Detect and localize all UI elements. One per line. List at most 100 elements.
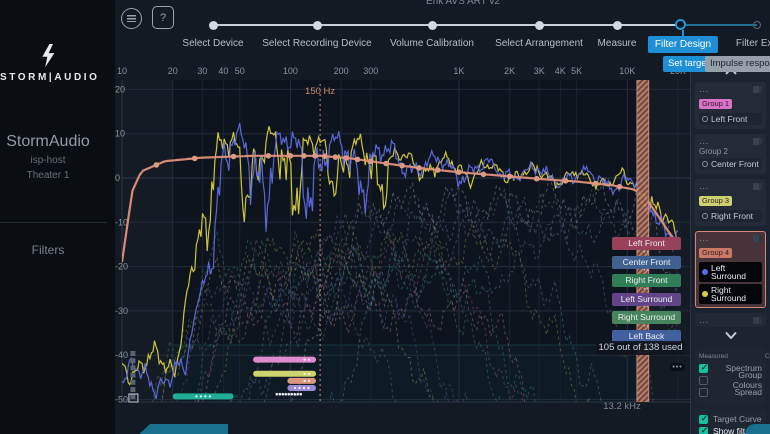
- group-menu-icon[interactable]: ...: [699, 314, 709, 326]
- checkbox-group-colours[interactable]: [699, 375, 708, 385]
- target-control-point[interactable]: [301, 153, 307, 159]
- group-channel-item[interactable]: Left Surround: [699, 262, 762, 282]
- filter-band-bars[interactable]: [172, 356, 317, 400]
- target-control-point[interactable]: [368, 158, 374, 165]
- step-label-measure[interactable]: Measure: [597, 38, 637, 49]
- help-button[interactable]: ?: [152, 6, 174, 29]
- channel-chip-center-front[interactable]: Center Front: [612, 255, 681, 269]
- target-control-point[interactable]: [416, 165, 422, 171]
- target-control-point[interactable]: [343, 155, 350, 161]
- svg-text:4K: 4K: [555, 66, 566, 76]
- group-channel-item[interactable]: Right Surround: [699, 284, 762, 304]
- option-row-spread[interactable]: Spread: [699, 386, 762, 398]
- target-control-point[interactable]: [383, 160, 389, 167]
- svg-text:200: 200: [334, 66, 349, 76]
- target-control-point[interactable]: [562, 178, 569, 184]
- target-control-point[interactable]: [506, 173, 513, 180]
- step-node-done[interactable]: [312, 20, 322, 30]
- svg-text:-40: -40: [115, 350, 128, 360]
- step-label-filter-exp[interactable]: Filter Exp: [735, 38, 770, 49]
- option-row-group-colours[interactable]: Group Colours: [699, 370, 762, 390]
- group-menu-icon[interactable]: ...: [699, 135, 709, 147]
- group-card-partial[interactable]: ...: [695, 313, 766, 327]
- menu-button[interactable]: [121, 8, 142, 29]
- bottom-left-button[interactable]: [135, 424, 228, 434]
- step-node-done[interactable]: [534, 20, 544, 30]
- group-menu-icon[interactable]: ...: [699, 180, 709, 192]
- step-label-volume-calibration[interactable]: Volume Calibration: [390, 38, 474, 49]
- channel-chip-left-front[interactable]: Left Front: [612, 237, 681, 250]
- subtab-set-target[interactable]: Set target: [663, 56, 715, 72]
- frequency-cursor[interactable]: 150 Hz: [305, 84, 335, 402]
- group-menu-icon[interactable]: ...: [699, 232, 709, 244]
- group-type-icon: [753, 234, 762, 242]
- target-control-point[interactable]: [230, 153, 237, 160]
- target-control-point[interactable]: [265, 153, 272, 159]
- option-row-spectrum[interactable]: Spectrum: [699, 362, 762, 374]
- svg-text:-20: -20: [115, 262, 128, 272]
- step-label-select-device[interactable]: Select Device: [182, 38, 244, 49]
- step-node-done[interactable]: [612, 20, 622, 30]
- checkbox-show-filters[interactable]: [699, 426, 708, 434]
- target-control-point[interactable]: [616, 183, 623, 190]
- target-curve[interactable]: [122, 153, 679, 263]
- group-name-chip[interactable]: Group 3: [699, 196, 733, 206]
- channel-chip-left-surround[interactable]: Left Surround: [612, 292, 681, 306]
- group-menu-icon[interactable]: ...: [699, 83, 709, 95]
- sidebar: STORM|AUDIO StormAudio isp-host Theater …: [0, 0, 115, 434]
- svg-text:30: 30: [197, 66, 207, 76]
- channel-chip-left-back[interactable]: Left Back: [612, 329, 681, 343]
- bottom-right-button[interactable]: [745, 424, 770, 434]
- group-name-label: Group 2: [699, 147, 728, 156]
- step-node-done[interactable]: [427, 20, 437, 30]
- step-node-upcoming[interactable]: [752, 20, 761, 29]
- target-control-point[interactable]: [153, 162, 160, 168]
- option-row-show-filters[interactable]: Show filters: [699, 425, 762, 434]
- group-card-group-3[interactable]: ... Group 3 Right Front: [695, 179, 766, 226]
- target-control-point[interactable]: [480, 171, 487, 178]
- group-card-group-4[interactable]: ... Group 4 Left Surround Right Surround: [695, 231, 766, 308]
- target-control-point[interactable]: [312, 153, 318, 159]
- channel-item-label: Right Front: [711, 211, 754, 221]
- target-control-point[interactable]: [399, 162, 405, 169]
- channel-item-label: Left Surround: [711, 263, 746, 281]
- step-label-select-recording-device[interactable]: Select Recording Device: [262, 38, 372, 49]
- target-control-point[interactable]: [456, 169, 462, 175]
- channel-chip-right-front[interactable]: Right Front: [612, 274, 681, 287]
- more-button[interactable]: •••: [670, 363, 685, 371]
- measured-column-label: Measured: [699, 353, 728, 360]
- svg-text:5K: 5K: [571, 66, 582, 76]
- target-control-point[interactable]: [332, 154, 339, 160]
- channel-ring-icon: [702, 213, 708, 219]
- group-name-chip[interactable]: Group 4: [699, 248, 733, 258]
- svg-text:1K: 1K: [453, 66, 464, 76]
- target-control-point[interactable]: [287, 153, 294, 159]
- step-label-filter-design[interactable]: Filter Design: [647, 36, 719, 53]
- channel-chip-right-surround[interactable]: Right Surround: [612, 311, 681, 324]
- group-card-group-1[interactable]: ... Group 1 Left Front: [695, 82, 766, 129]
- checkbox-spectrum[interactable]: [699, 363, 708, 373]
- step-node-done[interactable]: [208, 20, 218, 30]
- checkbox-target-curve[interactable]: [699, 414, 708, 424]
- target-control-point[interactable]: [191, 155, 198, 162]
- group-card-group-2[interactable]: ... Group 2 Center Front: [695, 134, 766, 174]
- step-label-select-arrangement[interactable]: Select Arrangement: [495, 38, 583, 49]
- target-control-point[interactable]: [354, 156, 361, 163]
- option-label: Spectrum: [725, 363, 762, 373]
- target-control-point[interactable]: [435, 167, 441, 173]
- subtab-impulse-response[interactable]: Impulse response: [705, 56, 770, 72]
- filter-handle-stack[interactable]: [128, 351, 139, 403]
- checkbox-spread[interactable]: [699, 387, 708, 397]
- target-control-point[interactable]: [593, 180, 599, 187]
- group-channel-item[interactable]: Center Front: [699, 158, 762, 170]
- step-node-active[interactable]: [675, 18, 686, 30]
- group-name-chip[interactable]: Group 1: [699, 99, 733, 109]
- sidebar-item-filters[interactable]: Filters: [31, 243, 65, 257]
- target-control-point[interactable]: [533, 175, 540, 182]
- group-channel-item[interactable]: Right Front: [699, 210, 762, 222]
- target-control-point[interactable]: [322, 153, 328, 159]
- option-row-target-curve[interactable]: Target Curve: [699, 413, 762, 425]
- scroll-down-button[interactable]: [691, 327, 770, 343]
- group-channel-item[interactable]: Left Front: [699, 113, 762, 125]
